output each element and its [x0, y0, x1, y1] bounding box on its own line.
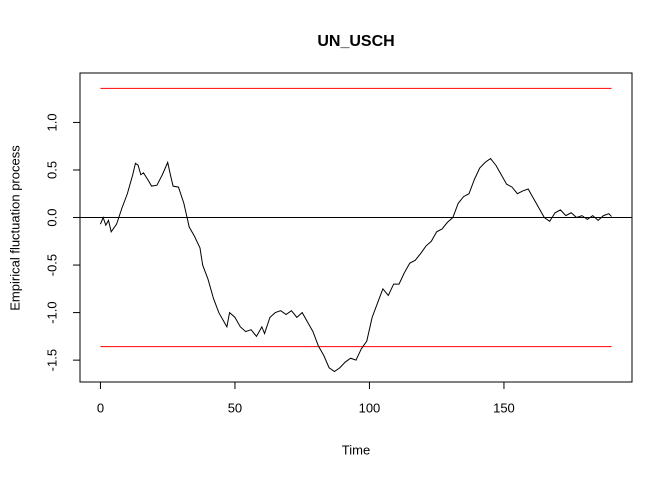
x-tick-label: 150: [493, 400, 515, 415]
y-tick-label: 0.5: [44, 161, 59, 179]
x-tick-label: 50: [228, 400, 242, 415]
y-tick-label: -1.0: [44, 301, 59, 323]
y-tick-label: 0.0: [44, 208, 59, 226]
y-tick-label: -0.5: [44, 254, 59, 276]
x-tick-label: 0: [97, 400, 104, 415]
y-tick-label: -1.5: [44, 349, 59, 371]
x-axis-label: Time: [342, 442, 370, 457]
y-axis-label: Empirical fluctuation process: [7, 145, 22, 311]
chart-title: UN_USCH: [317, 33, 394, 50]
x-tick-label: 100: [359, 400, 381, 415]
y-tick-label: 1.0: [44, 113, 59, 131]
series-line: [99, 157, 612, 373]
plot-box: [79, 72, 633, 383]
